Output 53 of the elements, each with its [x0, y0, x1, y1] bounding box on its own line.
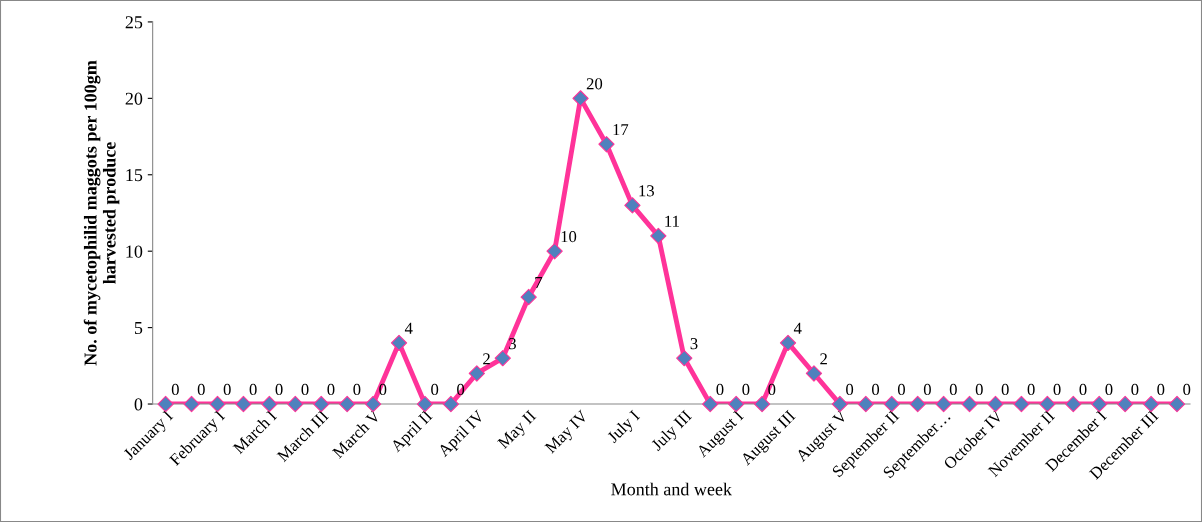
y-axis-title: No. of mycetophilid maggots per 100gm harvested produce: [83, 60, 120, 366]
x-tick-label: May IV: [544, 409, 592, 457]
data-label: 4: [793, 322, 802, 334]
y-tick-label: 0: [134, 398, 143, 411]
data-label: 0: [742, 383, 750, 396]
data-label: 0: [949, 383, 957, 396]
data-label: 0: [223, 383, 231, 396]
x-tick-label: May II: [497, 409, 539, 452]
data-label: 0: [1157, 383, 1165, 396]
y-tick-label: 5: [134, 322, 143, 335]
data-label: 0: [197, 383, 205, 396]
point: [235, 395, 252, 413]
data-label: 0: [975, 383, 983, 396]
point: [183, 395, 200, 413]
y-tick-label: 10: [126, 245, 143, 258]
data-label: 11: [665, 215, 679, 227]
y-tick-label: 15: [126, 169, 143, 182]
data-label: 4: [404, 322, 413, 334]
data-label: 3: [690, 338, 698, 350]
data-label: 0: [897, 383, 905, 396]
x-tick-label: July III: [650, 409, 695, 454]
data-label: 0: [1053, 383, 1061, 396]
data-label: 10: [561, 231, 577, 243]
data-label: 0: [716, 383, 724, 396]
data-label: 0: [275, 383, 283, 396]
data-label: 0: [431, 383, 439, 396]
data-label: 0: [249, 383, 257, 396]
data-label: 0: [301, 383, 309, 396]
point: [961, 395, 978, 413]
data-label: 0: [846, 383, 854, 396]
data-label: 2: [483, 353, 490, 365]
data-label: 13: [639, 185, 654, 197]
y-tick-label: 25: [125, 16, 143, 29]
data-label: 0: [1131, 383, 1139, 396]
data-label: 20: [586, 78, 603, 90]
data-label: 0: [1105, 383, 1113, 396]
data-label: 0: [1027, 383, 1035, 396]
data-label: 0: [1183, 383, 1191, 396]
data-label: 0: [872, 383, 880, 396]
data-label: 0: [1001, 383, 1009, 396]
data-label: 0: [1079, 383, 1087, 396]
data-label: 0: [327, 383, 335, 396]
y-tick-label: 20: [125, 92, 143, 105]
point: [1013, 395, 1030, 413]
data-label: 2: [820, 353, 827, 365]
data-label: 0: [923, 383, 931, 396]
x-axis-title: Month and week: [611, 482, 732, 496]
data-label: 17: [613, 124, 629, 136]
x-tick-label: July I: [606, 409, 643, 446]
data-label: 0: [353, 383, 361, 396]
data-label: 0: [171, 383, 179, 396]
point: [805, 365, 823, 382]
point: [209, 395, 226, 413]
